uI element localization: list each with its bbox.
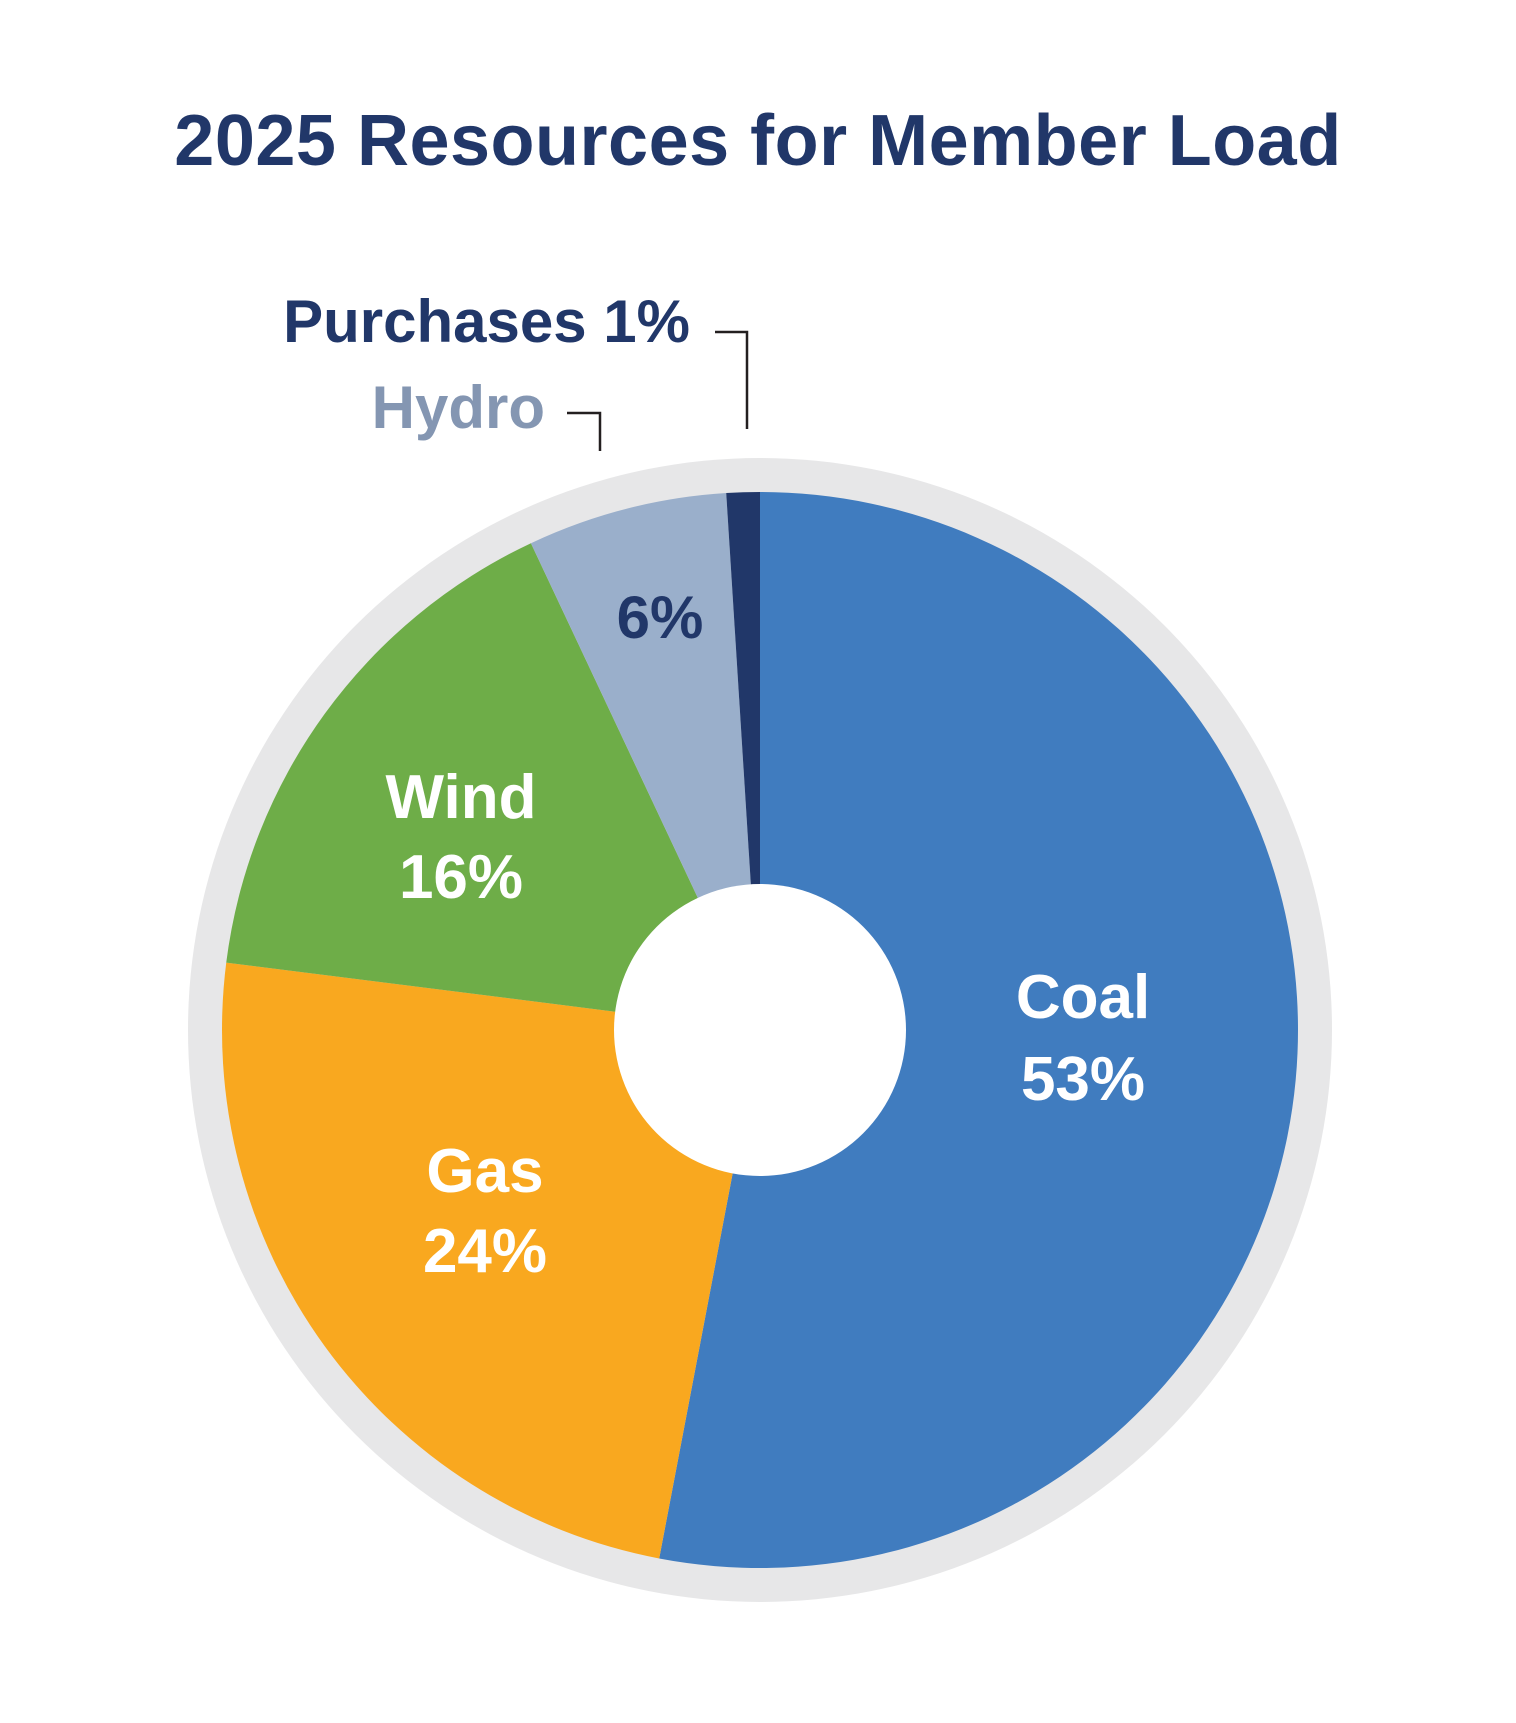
purchases-label: Purchases 1% [283,288,690,355]
wind-label: Wind [386,763,537,832]
purchases-leader-line [715,330,749,429]
donut-hole [614,884,906,1176]
slice-gas [222,962,760,1559]
slice-wind [226,543,760,1030]
coal-label: Coal [1016,963,1150,1032]
wind-value: 16% [399,843,523,912]
slice-coal [659,492,1298,1568]
hydro-label: Hydro [372,374,545,441]
coal-value: 53% [1021,1045,1145,1114]
hydro-leader-line [567,411,602,451]
gas-label: Gas [426,1137,543,1206]
gas-value: 24% [423,1217,547,1286]
chart-title: 2025 Resources for Member Load [174,101,1342,181]
hydro-value: 6% [617,584,704,651]
